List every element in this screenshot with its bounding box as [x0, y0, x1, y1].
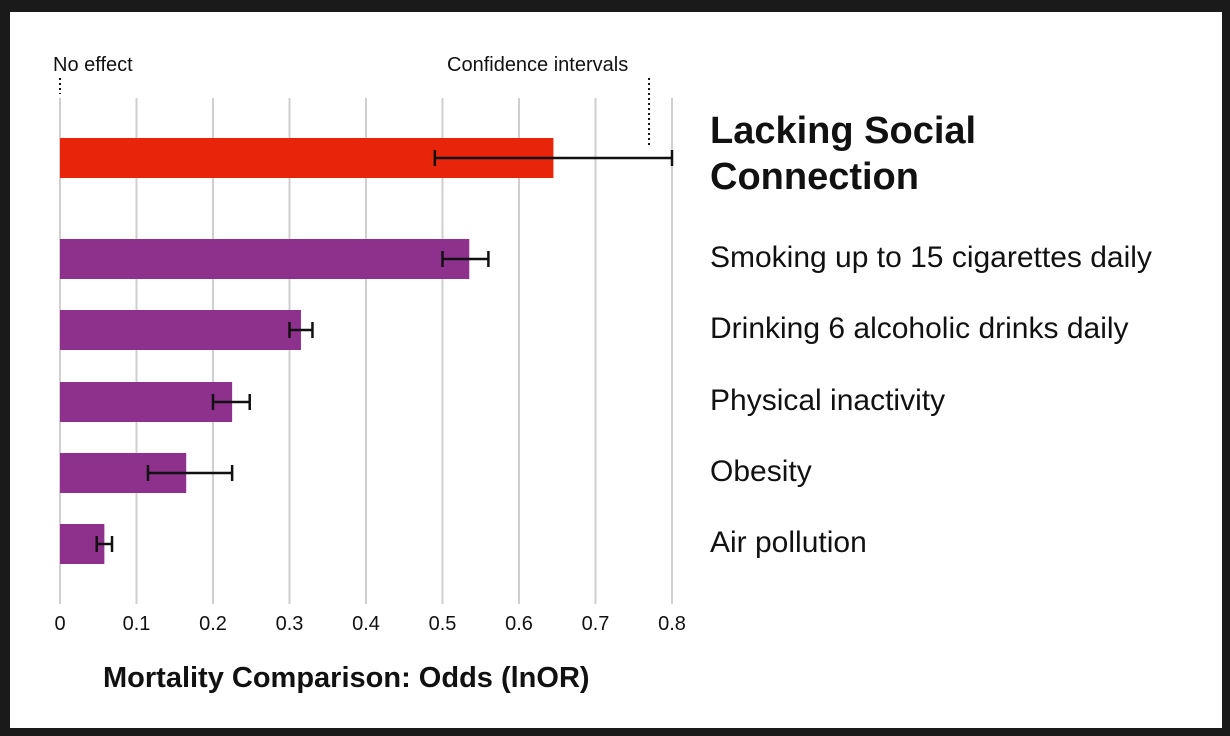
x-tick-label-5: 0.5 — [429, 613, 457, 635]
x-tick-label-6: 0.6 — [505, 613, 533, 635]
chart-frame: 0 0.1 0.2 0.3 0.4 0.5 0.6 0.7 0.8 No effect Conf… — [10, 12, 1222, 728]
no-effect-annotation: No effect — [53, 54, 133, 76]
bar-3 — [60, 382, 233, 422]
x-axis-title: Mortality Comparison: Odds (lnOR) — [103, 662, 590, 694]
x-tick-label-8: 0.8 — [658, 613, 686, 635]
x-tick-label-4: 0.4 — [352, 613, 380, 635]
x-tick-label-3: 0.3 — [276, 613, 304, 635]
x-tick-label-1: 0.1 — [123, 613, 151, 635]
bar-1 — [60, 239, 470, 279]
x-tick-label-7: 0.7 — [582, 613, 610, 635]
category-label-smoking: Smoking up to 15 cigarettes daily — [710, 241, 1152, 274]
x-tick-label-2: 0.2 — [199, 613, 227, 635]
category-label-obesity: Obesity — [710, 455, 812, 488]
category-label-drinking: Drinking 6 alcoholic drinks daily — [710, 312, 1129, 345]
bar-2 — [60, 310, 301, 350]
category-label-air-pollution: Air pollution — [710, 526, 867, 559]
confidence-intervals-annotation: Confidence intervals — [447, 54, 629, 76]
x-tick-label-0: 0 — [54, 613, 65, 635]
category-label-physical-inactivity: Physical inactivity — [710, 384, 946, 417]
chart-plot: 0 0.1 0.2 0.3 0.4 0.5 0.6 0.7 0.8 — [54, 78, 686, 635]
category-label-lacking-social-connection: Lacking Social Connection — [710, 110, 977, 198]
